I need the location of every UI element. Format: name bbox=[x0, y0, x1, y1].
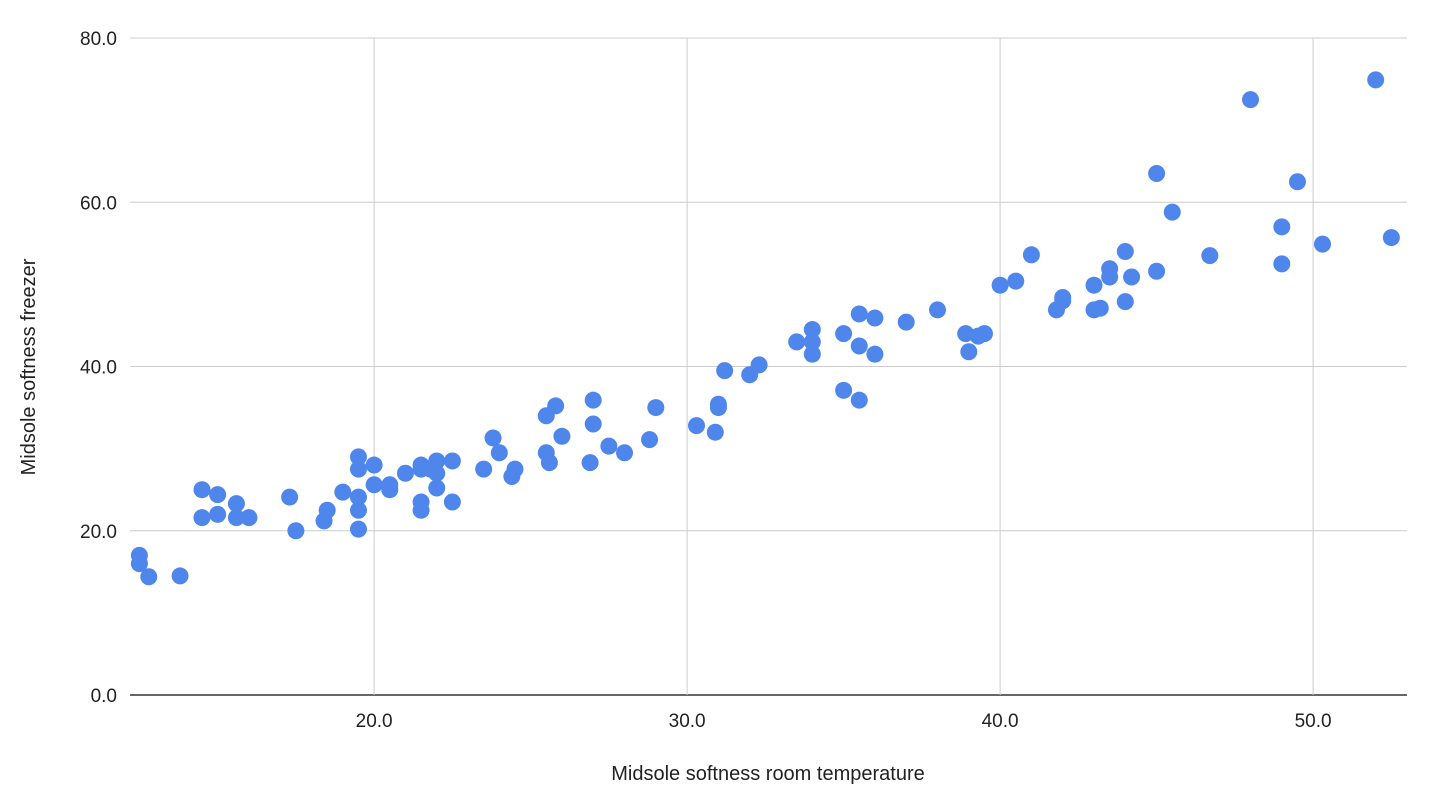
data-point bbox=[1148, 165, 1166, 183]
data-point bbox=[1288, 173, 1306, 191]
data-point bbox=[584, 415, 602, 433]
data-point bbox=[1101, 268, 1119, 286]
data-point bbox=[647, 399, 665, 417]
data-point bbox=[581, 454, 599, 472]
data-point bbox=[140, 568, 158, 586]
data-point bbox=[365, 476, 383, 494]
data-point bbox=[193, 481, 211, 499]
data-point bbox=[227, 509, 245, 527]
data-point bbox=[835, 325, 853, 343]
data-point bbox=[365, 456, 383, 474]
data-point bbox=[709, 399, 727, 417]
y-tick-label: 60.0 bbox=[80, 193, 117, 214]
data-point bbox=[929, 301, 947, 319]
data-point bbox=[412, 501, 430, 519]
data-point bbox=[1242, 91, 1260, 109]
data-point bbox=[1116, 293, 1134, 311]
y-tick-label: 0.0 bbox=[91, 686, 117, 707]
data-point bbox=[1273, 255, 1291, 273]
data-point bbox=[991, 276, 1009, 294]
data-point bbox=[443, 493, 461, 511]
data-point bbox=[349, 520, 367, 538]
data-point bbox=[475, 460, 493, 478]
data-point bbox=[1382, 229, 1400, 247]
data-points bbox=[130, 71, 1400, 586]
data-point bbox=[349, 488, 367, 506]
data-point bbox=[381, 481, 399, 499]
data-point bbox=[788, 333, 806, 351]
data-point bbox=[349, 460, 367, 478]
x-axis-label: Midsole softness room temperature bbox=[611, 763, 924, 785]
data-point bbox=[240, 509, 258, 527]
data-point bbox=[1273, 218, 1291, 236]
data-point bbox=[688, 417, 706, 435]
x-tick-label: 30.0 bbox=[669, 711, 706, 732]
data-point bbox=[835, 381, 853, 399]
data-point bbox=[850, 337, 868, 355]
data-point bbox=[803, 321, 821, 339]
data-point bbox=[584, 391, 602, 409]
data-point bbox=[506, 460, 524, 478]
data-point bbox=[540, 454, 558, 472]
data-point bbox=[803, 345, 821, 363]
data-point bbox=[803, 333, 821, 351]
data-point bbox=[616, 444, 634, 462]
data-point bbox=[850, 391, 868, 409]
data-point bbox=[1022, 246, 1040, 264]
data-point bbox=[1091, 299, 1109, 317]
data-point bbox=[1123, 268, 1141, 286]
data-point bbox=[1148, 262, 1166, 280]
data-point bbox=[1201, 247, 1219, 265]
tick-labels: 0.0 20.0 40.0 60.0 80.0 20.0 30.0 40.0 50.0 bbox=[80, 29, 1332, 732]
data-point bbox=[349, 501, 367, 519]
data-point bbox=[490, 444, 508, 462]
data-point bbox=[1367, 71, 1385, 89]
data-point bbox=[641, 431, 659, 449]
y-tick-label: 20.0 bbox=[80, 522, 117, 543]
data-point bbox=[1007, 272, 1025, 290]
data-point bbox=[866, 345, 884, 363]
data-point bbox=[349, 448, 367, 466]
data-point bbox=[287, 522, 305, 540]
x-tick-label: 20.0 bbox=[356, 711, 393, 732]
data-point bbox=[960, 343, 978, 361]
y-axis-label: Midsole softness freezer bbox=[18, 258, 40, 475]
data-point bbox=[1116, 243, 1134, 261]
y-tick-label: 40.0 bbox=[80, 358, 117, 379]
gridlines bbox=[130, 37, 1407, 696]
data-point bbox=[706, 423, 724, 441]
x-tick-label: 50.0 bbox=[1295, 711, 1332, 732]
data-point bbox=[334, 483, 352, 501]
data-point bbox=[428, 479, 446, 497]
data-point bbox=[171, 567, 189, 585]
x-tick-label: 40.0 bbox=[982, 711, 1019, 732]
data-point bbox=[1054, 289, 1072, 307]
data-point bbox=[975, 325, 993, 343]
data-point bbox=[1313, 235, 1331, 253]
data-point bbox=[318, 501, 336, 519]
data-point bbox=[866, 309, 884, 327]
data-point bbox=[428, 452, 446, 470]
data-point bbox=[130, 555, 148, 573]
data-point bbox=[227, 495, 245, 513]
data-point bbox=[443, 452, 461, 470]
data-point bbox=[553, 427, 571, 445]
data-point bbox=[396, 464, 414, 482]
data-point bbox=[850, 305, 868, 323]
data-point bbox=[484, 429, 502, 447]
data-point bbox=[209, 486, 227, 504]
data-point bbox=[281, 488, 299, 506]
y-tick-label: 80.0 bbox=[80, 29, 117, 50]
data-point bbox=[897, 313, 915, 331]
data-point bbox=[193, 509, 211, 527]
data-point bbox=[428, 464, 446, 482]
data-point bbox=[750, 356, 768, 374]
data-point bbox=[600, 437, 618, 455]
data-point bbox=[1163, 203, 1181, 221]
data-point bbox=[716, 362, 734, 380]
data-point bbox=[547, 397, 565, 415]
data-point bbox=[1085, 276, 1103, 294]
data-point bbox=[209, 505, 227, 523]
